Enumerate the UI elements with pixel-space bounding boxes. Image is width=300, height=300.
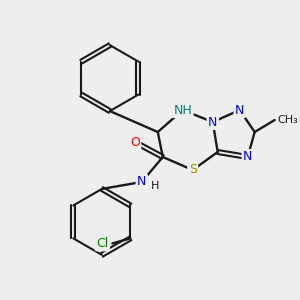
- Text: NH: NH: [173, 103, 192, 117]
- Text: N: N: [137, 176, 146, 188]
- Text: Cl: Cl: [96, 237, 109, 250]
- Text: CH₃: CH₃: [277, 115, 298, 125]
- Text: N: N: [243, 151, 252, 164]
- Text: O: O: [130, 136, 140, 148]
- Text: N: N: [208, 116, 218, 128]
- Text: N: N: [235, 103, 244, 117]
- Text: S: S: [189, 164, 197, 176]
- Text: H: H: [151, 181, 159, 191]
